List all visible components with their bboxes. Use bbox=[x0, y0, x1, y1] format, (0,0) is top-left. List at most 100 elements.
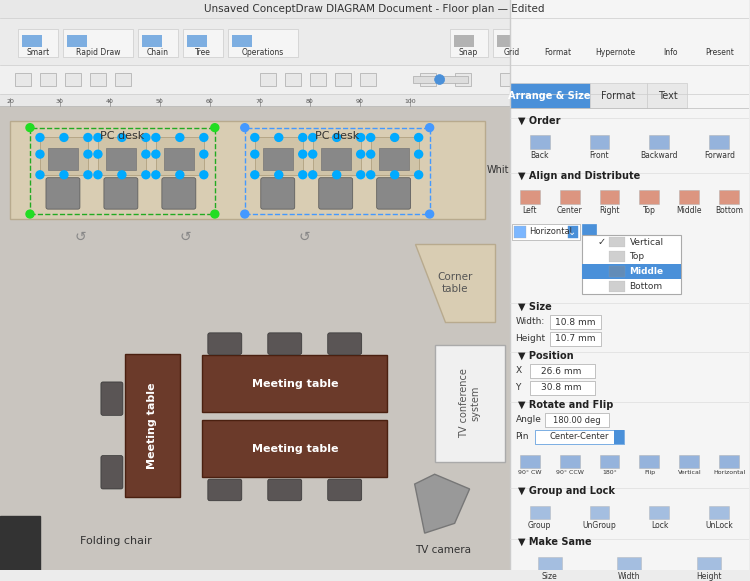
Text: Right: Right bbox=[599, 206, 619, 215]
Text: Meeting table: Meeting table bbox=[147, 382, 158, 469]
Text: Text: Text bbox=[658, 91, 677, 101]
Bar bbox=[0, 0, 749, 17]
Circle shape bbox=[94, 150, 102, 158]
Text: Group: Group bbox=[528, 521, 551, 530]
Bar bbox=[568, 226, 578, 238]
Circle shape bbox=[118, 134, 126, 141]
Bar bbox=[18, 30, 58, 57]
Bar bbox=[650, 505, 670, 519]
Text: ▼ Position: ▼ Position bbox=[518, 350, 573, 361]
Circle shape bbox=[84, 150, 92, 158]
Text: TV camera: TV camera bbox=[415, 545, 471, 555]
Circle shape bbox=[309, 171, 316, 179]
Bar bbox=[454, 35, 473, 47]
Bar bbox=[698, 35, 718, 47]
Bar bbox=[535, 430, 625, 444]
Bar bbox=[640, 191, 659, 205]
Text: Rapid Draw: Rapid Draw bbox=[76, 48, 120, 57]
Polygon shape bbox=[415, 243, 494, 322]
Text: Present: Present bbox=[705, 48, 734, 57]
Bar bbox=[530, 135, 550, 149]
Bar bbox=[164, 148, 194, 170]
Bar bbox=[48, 148, 78, 170]
Bar bbox=[710, 505, 730, 519]
Text: Vertical: Vertical bbox=[629, 238, 664, 246]
Bar bbox=[360, 73, 376, 87]
Text: Unsaved ConceptDraw DIAGRAM Document - Floor plan — Edited: Unsaved ConceptDraw DIAGRAM Document - F… bbox=[205, 4, 545, 14]
Circle shape bbox=[176, 171, 184, 179]
Text: 40: 40 bbox=[106, 99, 114, 104]
Text: Horizontal: Horizontal bbox=[713, 470, 746, 475]
Circle shape bbox=[36, 171, 44, 179]
Bar bbox=[590, 135, 610, 149]
Text: Arrange & Size: Arrange & Size bbox=[509, 91, 591, 101]
Text: PC desk: PC desk bbox=[100, 131, 145, 141]
Bar bbox=[509, 84, 590, 108]
Bar bbox=[530, 381, 595, 394]
Circle shape bbox=[426, 210, 433, 218]
Text: Height: Height bbox=[697, 572, 722, 581]
Text: Width: Width bbox=[618, 572, 640, 581]
Bar bbox=[67, 35, 87, 47]
Bar bbox=[202, 420, 387, 477]
Circle shape bbox=[200, 150, 208, 158]
Text: UnGroup: UnGroup bbox=[583, 521, 616, 530]
Circle shape bbox=[200, 171, 208, 179]
Bar bbox=[719, 191, 740, 205]
Bar bbox=[590, 505, 610, 519]
FancyBboxPatch shape bbox=[104, 178, 138, 209]
Bar bbox=[650, 135, 670, 149]
Bar bbox=[321, 148, 351, 170]
Bar bbox=[500, 73, 515, 87]
Bar bbox=[232, 35, 252, 47]
Text: Horizontal: Horizontal bbox=[530, 227, 572, 236]
Text: Back: Back bbox=[530, 151, 549, 160]
Bar bbox=[413, 76, 467, 84]
Bar bbox=[334, 73, 351, 87]
Circle shape bbox=[84, 134, 92, 141]
Bar bbox=[536, 30, 580, 57]
Text: 90: 90 bbox=[356, 99, 364, 104]
Text: 70: 70 bbox=[256, 99, 264, 104]
Text: Folding chair: Folding chair bbox=[80, 536, 152, 546]
Circle shape bbox=[367, 134, 375, 141]
Text: ⌄: ⌄ bbox=[568, 227, 577, 236]
Text: ▼ Group and Lock: ▼ Group and Lock bbox=[518, 486, 614, 496]
Bar bbox=[0, 17, 749, 65]
Circle shape bbox=[60, 171, 68, 179]
Bar bbox=[262, 148, 292, 170]
Bar bbox=[142, 35, 162, 47]
Text: Smart: Smart bbox=[26, 48, 50, 57]
Bar bbox=[138, 30, 178, 57]
Bar bbox=[202, 356, 387, 413]
Circle shape bbox=[142, 150, 150, 158]
Text: 50: 50 bbox=[156, 99, 164, 104]
Text: Vertical: Vertical bbox=[677, 470, 701, 475]
FancyBboxPatch shape bbox=[101, 456, 123, 489]
Bar bbox=[285, 73, 301, 87]
Bar bbox=[10, 121, 484, 219]
Circle shape bbox=[357, 134, 364, 141]
Bar bbox=[0, 517, 40, 571]
Bar bbox=[530, 364, 595, 378]
Text: Bottom: Bottom bbox=[629, 282, 662, 290]
Text: 20: 20 bbox=[6, 99, 14, 104]
Bar bbox=[610, 252, 626, 262]
Circle shape bbox=[241, 124, 249, 131]
Circle shape bbox=[367, 150, 375, 158]
Bar bbox=[0, 94, 509, 106]
Circle shape bbox=[357, 150, 364, 158]
Text: 100: 100 bbox=[404, 99, 416, 104]
Bar bbox=[509, 0, 749, 571]
Bar bbox=[0, 106, 509, 571]
Text: Middle: Middle bbox=[629, 267, 664, 276]
Text: Hypernote: Hypernote bbox=[596, 48, 635, 57]
Bar bbox=[614, 430, 625, 444]
Text: Middle: Middle bbox=[676, 206, 702, 215]
Bar bbox=[617, 557, 641, 571]
Text: Tree: Tree bbox=[195, 48, 211, 57]
Text: Chain: Chain bbox=[147, 48, 169, 57]
Bar bbox=[589, 35, 608, 47]
Text: Y: Y bbox=[515, 383, 521, 392]
Circle shape bbox=[426, 124, 433, 131]
